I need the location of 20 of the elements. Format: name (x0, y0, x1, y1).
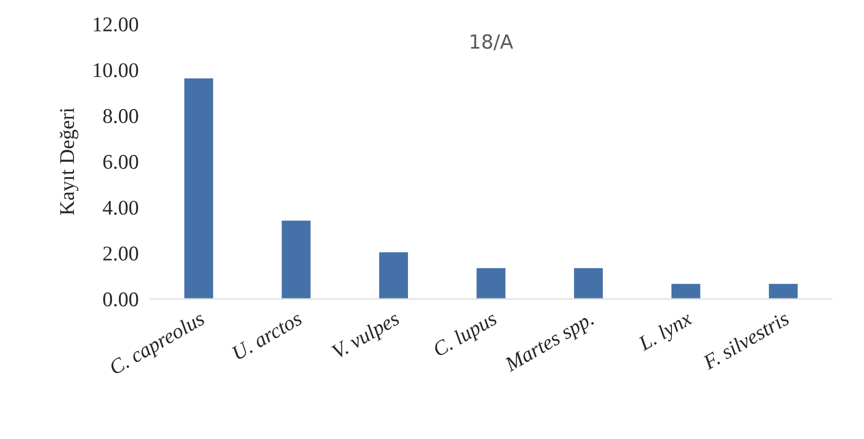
chart-title: 18/A (470, 34, 514, 50)
bar (280, 219, 312, 299)
y-tick-label: 12.00 (94, 17, 138, 32)
x-tick-label: L. lynx (636, 310, 696, 355)
y-tick-label: 4.00 (102, 200, 138, 215)
x-tick-label: C. lupus (432, 310, 500, 361)
y-tick-label: 10.00 (94, 63, 138, 78)
y-tick-label: 0.00 (103, 292, 138, 307)
y-tick-label: 2.00 (103, 246, 138, 261)
bar (767, 282, 800, 299)
bar (572, 266, 604, 299)
bar (378, 250, 410, 299)
bar (670, 282, 702, 299)
bar (182, 76, 215, 299)
bar (475, 266, 507, 299)
y-tick-label: 6.00 (103, 154, 138, 170)
y-axis-title: Kayıt Değeri (60, 108, 78, 215)
x-tick-label: V. vulpes (330, 310, 402, 363)
y-tick-label: 8.00 (103, 109, 138, 124)
x-tick-label: U. arctos (232, 311, 303, 360)
